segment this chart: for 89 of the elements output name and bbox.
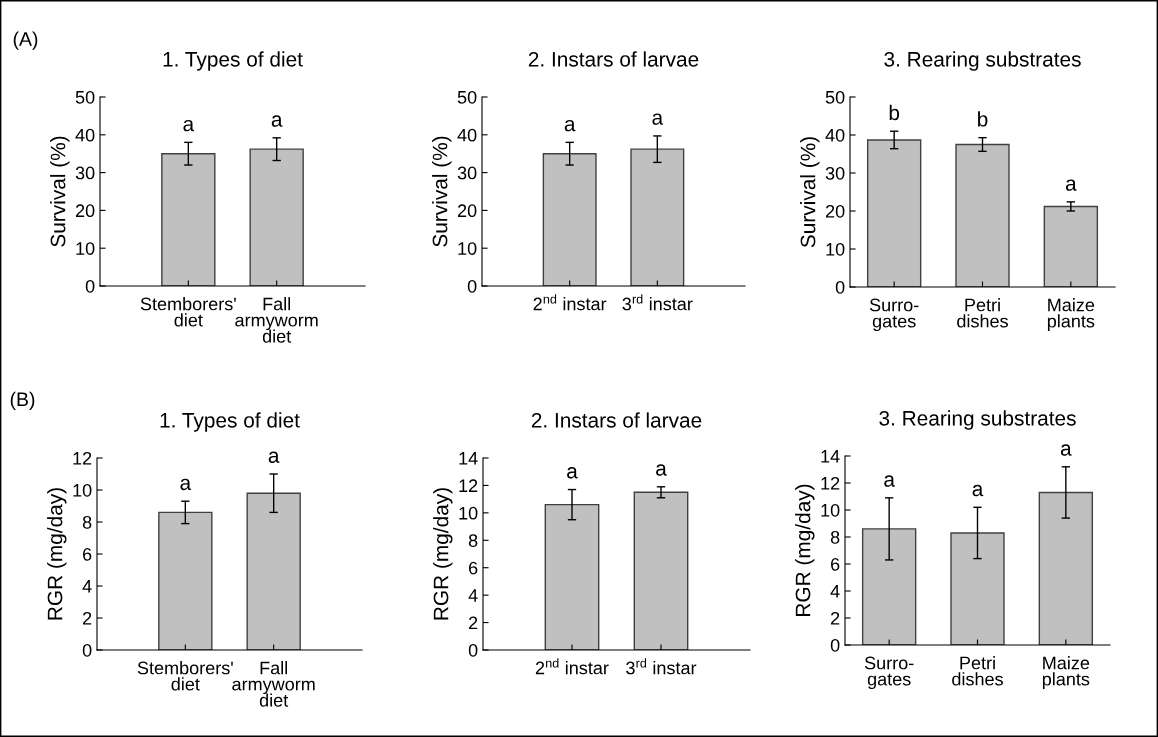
annotation: a (268, 451, 280, 463)
y-tick-label: 20 (75, 204, 95, 218)
x-tick-label: 3$^{rd}$ instar (626, 658, 697, 675)
bar (1043, 205, 1099, 287)
y-axis-title: RGR (mg/day) (795, 484, 815, 616)
chart-title: 2. Instars of larvae (531, 412, 702, 428)
y-tick-label: 6 (831, 557, 840, 571)
y-tick-label: 50 (75, 90, 95, 104)
y-tick-label: 6 (469, 561, 478, 575)
y-tick-label: 4 (468, 589, 478, 602)
y-tick-label: 10 (826, 242, 845, 256)
y-tick-label: 12 (459, 479, 478, 492)
y-tick-label: 30 (75, 166, 95, 180)
y-tick-label: 40 (75, 128, 95, 142)
y-tick-label: 50 (457, 90, 477, 104)
annotation: a (652, 113, 664, 125)
y-tick-label: 0 (830, 638, 840, 652)
y-axis-title: Survival (%) (800, 137, 820, 248)
y-tick-label: 20 (457, 204, 477, 218)
y-axis-title: Survival (%) (432, 136, 452, 247)
x-tick-label: Stemborers' diet (137, 661, 233, 691)
y-tick-label: 0 (468, 643, 478, 657)
x-tick-label: Stemborers' diet (140, 297, 236, 327)
x-tick-label: 3$^{rd}$ instar (622, 294, 693, 311)
chart-title: 2. Instars of larvae (528, 51, 699, 67)
y-tick-label: 50 (825, 90, 845, 104)
y-tick-label: 10 (821, 503, 840, 517)
bar (1038, 491, 1094, 645)
x-tick-label: Maize plants (1047, 298, 1095, 332)
x-tick-label: Surro- gates (864, 656, 914, 690)
y-tick-label: 14 (459, 452, 478, 465)
y-tick-label: 8 (468, 534, 478, 548)
annotation: a (972, 484, 984, 497)
y-tick-label: 6 (83, 547, 92, 561)
annotation: a (656, 464, 667, 476)
y-tick-label: 2 (469, 616, 478, 630)
y-tick-label: 2 (83, 611, 92, 625)
text: (B) (10, 391, 35, 410)
x-tick-label: Maize plants (1042, 656, 1090, 690)
bar (950, 532, 1005, 645)
y-axis-title: Survival (%) (50, 136, 70, 247)
bar (866, 139, 922, 287)
y-tick-label: 0 (835, 280, 845, 294)
x-tick-label: Petri dishes (952, 656, 1003, 686)
y-tick-label: 10 (459, 506, 478, 520)
bar (861, 528, 917, 645)
chart-title: 3. Rearing substrates (884, 51, 1081, 71)
y-tick-label: 12 (73, 451, 92, 465)
y-tick-label: 10 (76, 242, 95, 255)
chart-title: 1. Types of diet (160, 412, 300, 432)
y-tick-label: 10 (458, 242, 477, 255)
chart-title: 1. Types of diet (163, 51, 303, 71)
annotation: a (1065, 179, 1077, 191)
x-tick-label: Surro- gates (869, 298, 919, 332)
x-tick-label: Fall armyworm diet (235, 297, 318, 343)
y-tick-label: 40 (825, 128, 845, 142)
y-tick-label: 4 (82, 580, 92, 593)
annotation: a (564, 119, 576, 132)
y-tick-label: 40 (457, 128, 477, 142)
x-tick-label: Fall armyworm diet (232, 661, 315, 707)
annotation: a (180, 478, 192, 491)
y-tick-label: 2 (831, 611, 840, 625)
y-tick-label: 10 (73, 483, 92, 497)
y-tick-label: 4 (830, 585, 840, 598)
y-tick-label: 8 (82, 515, 92, 529)
x-tick-label: Petri dishes (957, 298, 1008, 328)
annotation: b (978, 111, 988, 127)
annotation: b (889, 104, 900, 121)
chart-title: 3. Rearing substrates (879, 410, 1076, 430)
y-axis-title: RGR (mg/day) (47, 488, 67, 620)
annotation: a (884, 475, 895, 487)
y-tick-label: 30 (457, 166, 477, 180)
x-tick-label: 2$^{nd}$ instar (533, 294, 607, 311)
y-tick-label: 14 (821, 450, 840, 463)
x-tick-label: 2$^{nd}$ instar (535, 658, 609, 675)
y-axis-title: RGR (mg/day) (433, 488, 453, 620)
y-tick-label: 12 (821, 476, 840, 490)
y-tick-label: 0 (82, 643, 92, 657)
text: (A) (13, 31, 38, 50)
y-tick-label: 30 (825, 166, 845, 180)
y-tick-label: 0 (467, 279, 477, 293)
y-tick-label: 20 (825, 204, 845, 218)
annotation: a (183, 119, 195, 132)
bar (955, 143, 1010, 287)
y-tick-label: 0 (85, 279, 95, 293)
annotation: a (271, 115, 283, 127)
y-tick-label: 8 (830, 530, 840, 544)
annotation: a (567, 467, 578, 479)
annotation: a (1060, 444, 1072, 456)
